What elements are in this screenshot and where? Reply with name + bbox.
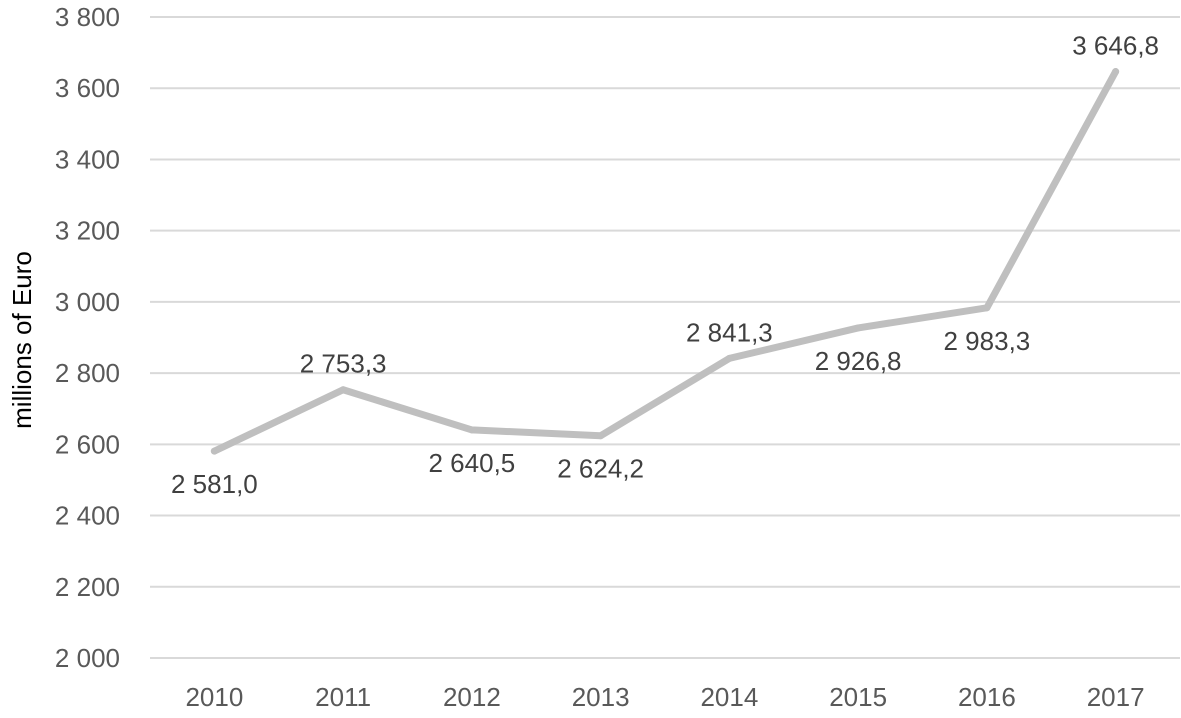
data-point <box>210 447 218 455</box>
y-axis-tick-labels: 2 000 2 200 2 400 2 600 2 800 3 000 3 200 3 400… <box>55 2 120 673</box>
y-tick-label: 2 000 <box>55 643 120 673</box>
y-tick-label: 3 200 <box>55 216 120 246</box>
y-tick-label: 3 600 <box>55 73 120 103</box>
x-tick-label: 2015 <box>829 682 887 712</box>
series-layer <box>210 68 1120 455</box>
y-tick-label: 3 800 <box>55 2 120 32</box>
x-tick-label: 2014 <box>700 682 758 712</box>
data-label: 2 983,3 <box>944 326 1031 356</box>
x-tick-label: 2017 <box>1087 682 1145 712</box>
x-tick-label: 2012 <box>443 682 501 712</box>
y-tick-label: 2 600 <box>55 429 120 459</box>
x-axis-tick-labels: 2010 2011 2012 2013 2014 2015 2016 2017 <box>185 682 1144 712</box>
data-point <box>725 354 733 362</box>
data-label: 2 841,3 <box>686 317 773 347</box>
data-label: 2 581,0 <box>171 469 258 499</box>
data-point <box>597 432 605 440</box>
data-label: 2 926,8 <box>815 346 902 376</box>
y-tick-label: 2 200 <box>55 572 120 602</box>
data-label: 2 640,5 <box>429 448 516 478</box>
data-point <box>1112 68 1120 76</box>
y-axis-title: millions of Euro <box>7 251 37 429</box>
data-point <box>854 324 862 332</box>
gridlines <box>150 16 1180 659</box>
data-point <box>468 426 476 434</box>
x-tick-label: 2013 <box>572 682 630 712</box>
data-labels: 2 581,0 2 753,3 2 640,5 2 624,2 2 841,3 2 926… <box>171 31 1159 500</box>
y-tick-label: 2 800 <box>55 358 120 388</box>
y-tick-label: 2 400 <box>55 501 120 531</box>
x-tick-label: 2011 <box>315 682 371 712</box>
data-point <box>339 386 347 394</box>
data-label: 3 646,8 <box>1072 31 1159 61</box>
y-tick-label: 3 000 <box>55 287 120 317</box>
x-tick-label: 2016 <box>958 682 1016 712</box>
data-point <box>983 304 991 312</box>
data-label: 2 624,2 <box>557 454 644 484</box>
y-tick-label: 3 400 <box>55 144 120 174</box>
x-tick-label: 2010 <box>185 682 243 712</box>
data-label: 2 753,3 <box>300 349 387 379</box>
series-line <box>210 68 1120 455</box>
